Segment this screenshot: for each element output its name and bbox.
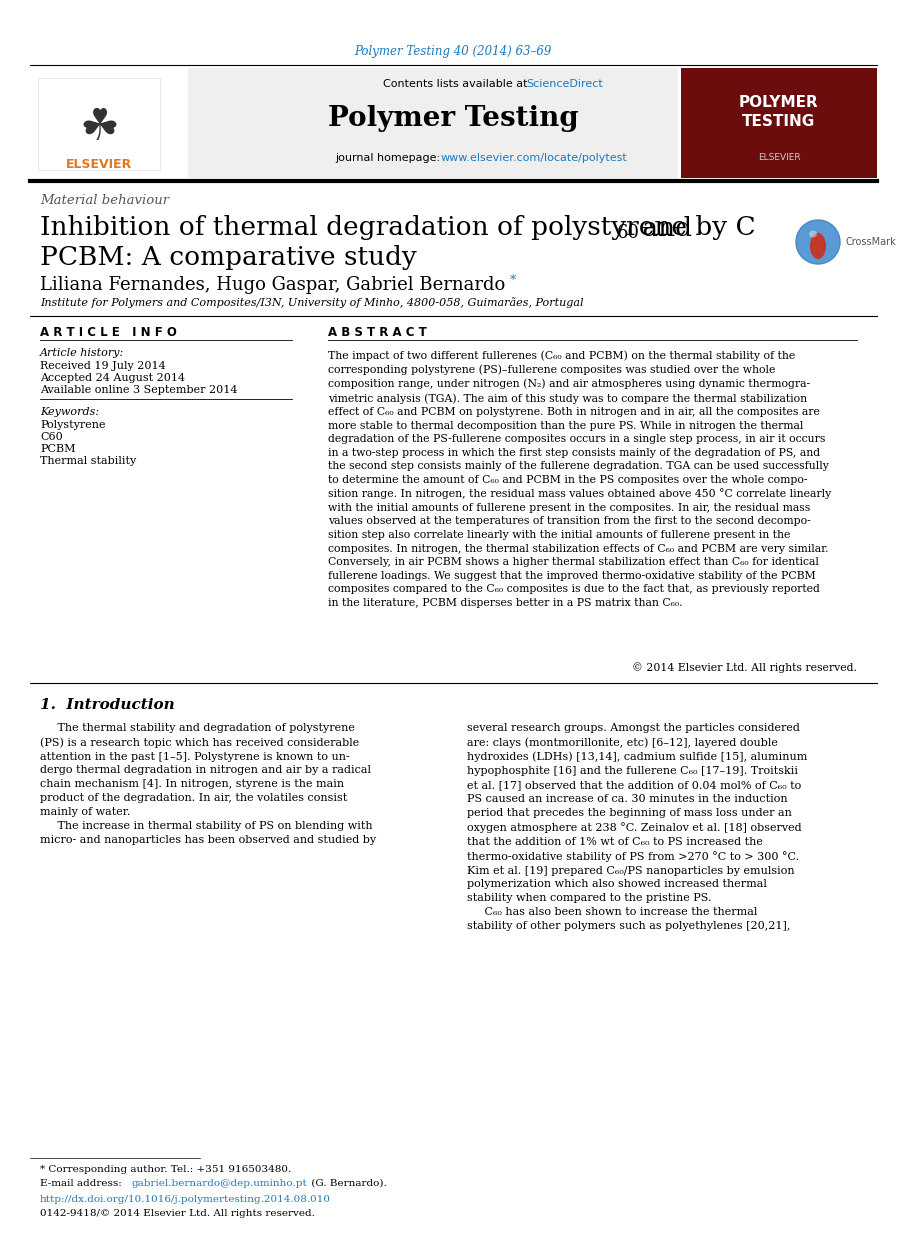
FancyBboxPatch shape [30, 68, 188, 178]
Text: ☘: ☘ [79, 106, 119, 150]
Text: 0142-9418/© 2014 Elsevier Ltd. All rights reserved.: 0142-9418/© 2014 Elsevier Ltd. All right… [40, 1210, 315, 1218]
Text: *: * [510, 274, 516, 286]
Text: and: and [634, 215, 692, 240]
Text: Received 19 July 2014: Received 19 July 2014 [40, 361, 166, 371]
Text: Contents lists available at: Contents lists available at [383, 79, 531, 89]
Text: Thermal stability: Thermal stability [40, 456, 136, 465]
Text: A B S T R A C T: A B S T R A C T [328, 327, 427, 339]
Text: Liliana Fernandes, Hugo Gaspar, Gabriel Bernardo: Liliana Fernandes, Hugo Gaspar, Gabriel … [40, 276, 505, 293]
Text: journal homepage:: journal homepage: [335, 154, 444, 163]
Circle shape [796, 220, 840, 264]
Text: A R T I C L E   I N F O: A R T I C L E I N F O [40, 327, 177, 339]
Text: C60: C60 [40, 432, 63, 442]
Text: 1.  Introduction: 1. Introduction [40, 698, 175, 712]
Text: gabriel.bernardo@dep.uminho.pt: gabriel.bernardo@dep.uminho.pt [131, 1179, 307, 1187]
Text: (G. Bernardo).: (G. Bernardo). [308, 1179, 386, 1187]
Text: Polymer Testing 40 (2014) 63–69: Polymer Testing 40 (2014) 63–69 [355, 46, 551, 58]
Text: © 2014 Elsevier Ltd. All rights reserved.: © 2014 Elsevier Ltd. All rights reserved… [632, 662, 857, 673]
Text: Inhibition of thermal degradation of polystyrene by C: Inhibition of thermal degradation of pol… [40, 215, 756, 240]
Text: Available online 3 September 2014: Available online 3 September 2014 [40, 385, 238, 395]
Text: Polystyrene: Polystyrene [40, 420, 105, 430]
Text: www.elsevier.com/locate/polytest: www.elsevier.com/locate/polytest [441, 154, 628, 163]
Text: http://dx.doi.org/10.1016/j.polymertesting.2014.08.010: http://dx.doi.org/10.1016/j.polymertesti… [40, 1196, 331, 1205]
Text: Keywords:: Keywords: [40, 407, 99, 417]
Text: The thermal stability and degradation of polystyrene
(PS) is a research topic wh: The thermal stability and degradation of… [40, 723, 376, 844]
Text: several research groups. Amongst the particles considered
are: clays (montmorill: several research groups. Amongst the par… [467, 723, 807, 931]
Text: * Corresponding author. Tel.: +351 916503480.: * Corresponding author. Tel.: +351 91650… [40, 1165, 291, 1175]
Text: PCBM: A comparative study: PCBM: A comparative study [40, 245, 416, 270]
FancyBboxPatch shape [30, 68, 678, 178]
Text: Institute for Polymers and Composites/I3N, University of Minho, 4800-058, Guimar: Institute for Polymers and Composites/I3… [40, 297, 583, 308]
Ellipse shape [809, 230, 817, 238]
Text: Article history:: Article history: [40, 348, 124, 358]
Text: PCBM: PCBM [40, 444, 75, 454]
Text: Polymer Testing: Polymer Testing [327, 104, 579, 131]
Text: Material behaviour: Material behaviour [40, 193, 169, 207]
Text: The impact of two different fullerenes (C₆₀ and PCBM) on the thermal stability o: The impact of two different fullerenes (… [328, 350, 831, 608]
FancyBboxPatch shape [38, 78, 160, 170]
Text: POLYMER
TESTING: POLYMER TESTING [739, 95, 819, 129]
Text: E-mail address:: E-mail address: [40, 1179, 125, 1187]
Text: ELSEVIER: ELSEVIER [757, 154, 800, 162]
FancyBboxPatch shape [681, 68, 877, 178]
Text: CrossMark: CrossMark [846, 236, 897, 248]
Text: 60: 60 [617, 224, 640, 241]
Text: Accepted 24 August 2014: Accepted 24 August 2014 [40, 373, 185, 383]
Ellipse shape [810, 233, 826, 259]
Text: ScienceDirect: ScienceDirect [526, 79, 603, 89]
Text: ELSEVIER: ELSEVIER [66, 157, 132, 171]
